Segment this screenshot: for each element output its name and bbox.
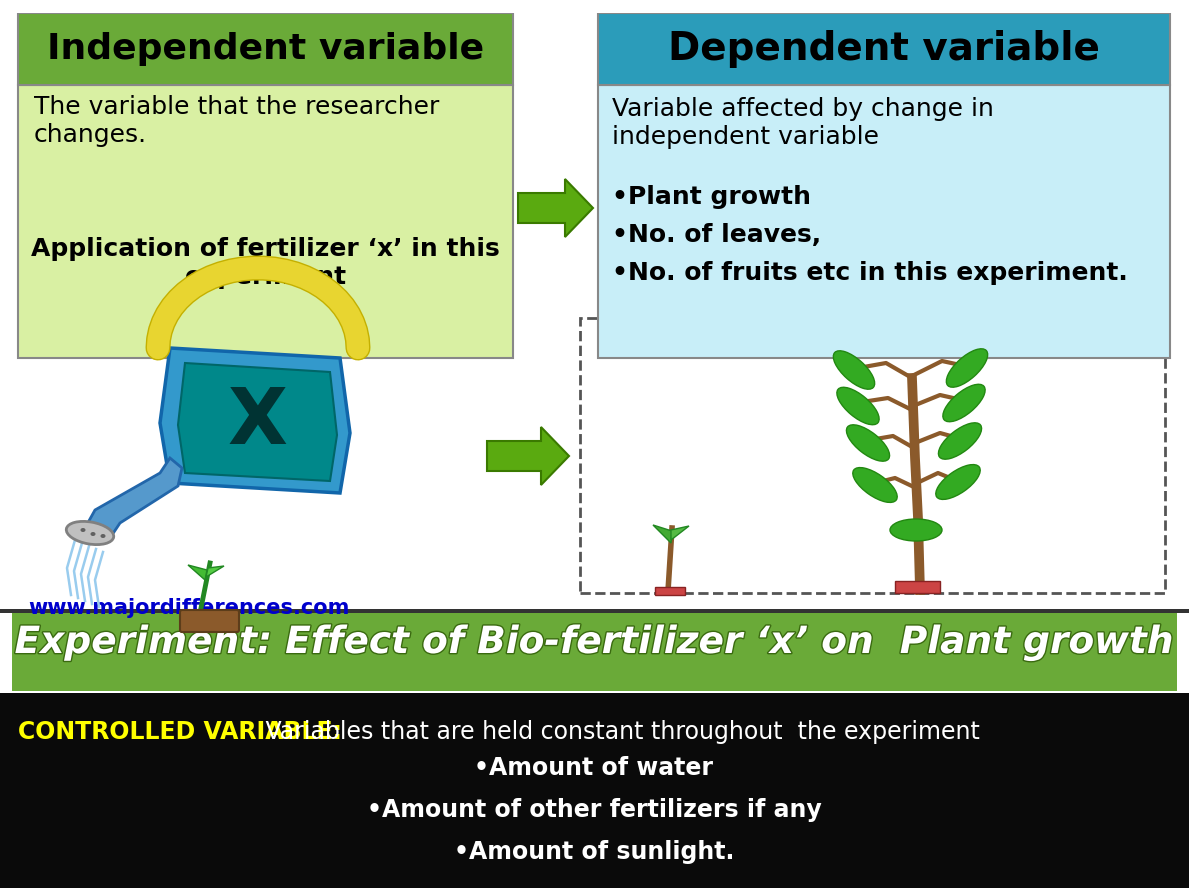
Polygon shape [161,348,350,493]
Ellipse shape [936,464,980,499]
Ellipse shape [847,424,889,461]
FancyArrow shape [487,427,570,485]
Bar [598,85,1170,358]
Polygon shape [84,458,182,538]
Text: www.majordifferences.com: www.majordifferences.com [29,598,350,618]
FancyArrow shape [518,179,593,237]
Polygon shape [653,525,672,543]
Text: Variable affected by change in
independent variable: Variable affected by change in independe… [612,97,994,149]
Ellipse shape [891,519,942,541]
Bar [0,609,1189,613]
Text: •Amount of other fertilizers if any: •Amount of other fertilizers if any [366,798,822,822]
Bar [0,693,1189,888]
Text: CONTROLLED VARIABLE:: CONTROLLED VARIABLE: [18,720,342,744]
Polygon shape [178,363,336,481]
Ellipse shape [938,423,982,459]
Bar [18,13,512,85]
Ellipse shape [833,351,875,389]
Ellipse shape [853,468,898,503]
Text: •No. of leaves,: •No. of leaves, [612,223,822,247]
Text: Variables that are held constant throughout  the experiment: Variables that are held constant through… [258,720,980,744]
Ellipse shape [81,528,86,532]
Bar [655,587,685,595]
Ellipse shape [837,387,879,424]
Text: •No. of fruits etc in this experiment.: •No. of fruits etc in this experiment. [612,261,1127,285]
Text: Independent variable: Independent variable [46,32,484,66]
Text: •Amount of water: •Amount of water [474,756,713,780]
Text: The variable that the researcher
changes.: The variable that the researcher changes… [34,95,440,147]
Bar [18,85,512,358]
Polygon shape [188,565,207,580]
FancyBboxPatch shape [180,610,239,632]
Ellipse shape [946,349,988,387]
Text: •Plant growth: •Plant growth [612,185,811,209]
Polygon shape [671,526,688,540]
Bar [580,318,1165,593]
Bar [12,613,1177,691]
Polygon shape [206,566,224,577]
Ellipse shape [67,521,114,544]
Ellipse shape [943,385,986,422]
Bar [598,13,1170,85]
Ellipse shape [101,534,106,538]
Text: Application of fertilizer ‘x’ in this
experiment: Application of fertilizer ‘x’ in this ex… [31,237,499,289]
Text: •Amount of sunlight.: •Amount of sunlight. [454,840,734,864]
Text: Experiment: Effect of Bio-fertilizer ‘x’ on  Plant growth: Experiment: Effect of Bio-fertilizer ‘x’… [14,625,1174,661]
Bar [0,0,1189,13]
Bar [895,581,940,593]
Text: Dependent variable: Dependent variable [668,30,1100,68]
Text: X: X [228,384,288,460]
Ellipse shape [90,532,95,536]
